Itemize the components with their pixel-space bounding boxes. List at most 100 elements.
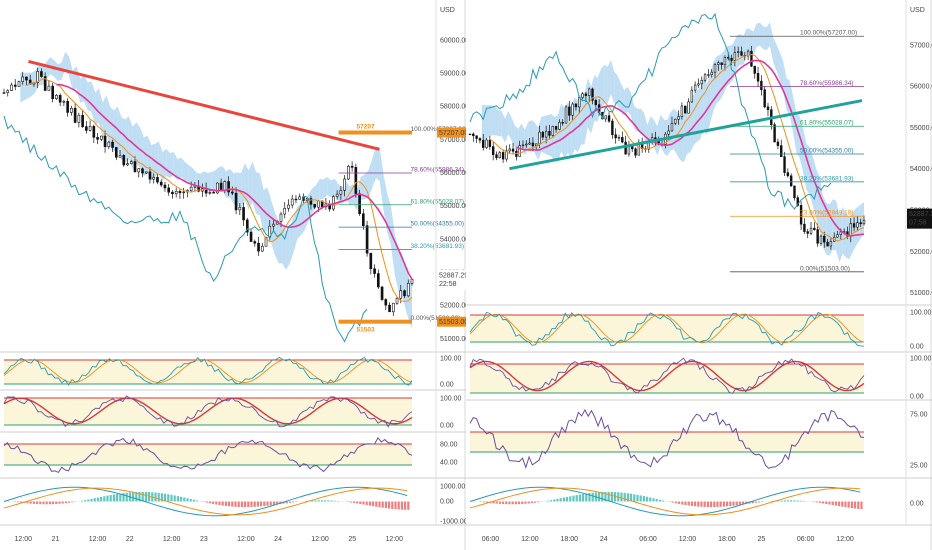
macd-histogram-bar [324,500,327,502]
macd-histogram-bar [575,495,578,502]
macd-histogram-bar [492,501,495,504]
ichimoku-cloud [706,72,711,136]
stochastic-signal-line [469,360,865,392]
macd-histogram-bar [527,501,530,504]
macd-histogram-bar [176,496,179,502]
macd-histogram-bar [388,501,391,509]
candle [410,278,414,284]
candle [472,133,475,137]
macd-histogram-bar [697,501,700,507]
candle [488,139,492,147]
candle [2,92,6,94]
macd-histogram-bar [742,501,745,505]
candle [107,141,111,147]
candle [13,84,17,87]
y-tick-label: 54000.00 [910,166,932,173]
candle [604,115,607,120]
ichimoku-cloud [199,171,204,191]
ichimoku-cloud [601,64,605,110]
macd-histogram-bar [604,491,607,502]
candle [518,145,521,157]
candle [55,94,58,100]
candle [564,106,568,124]
candle [859,222,862,225]
macd-histogram-bar [244,501,247,508]
macd-histogram-bar [189,499,192,502]
x-tick-label: 25 [758,536,766,543]
ichimoku-cloud [207,172,212,192]
macd-histogram-bar [122,493,125,502]
indicator-tick-label: -1000.00 [440,519,466,526]
candle [594,100,598,106]
candle [693,84,697,91]
candle [62,101,66,103]
ichimoku-cloud [83,75,88,111]
ichimoku-cloud [372,146,376,189]
macd-histogram-bar [304,500,307,502]
ichimoku-cloud [773,37,777,71]
ichimoku-cloud [657,114,661,156]
ichimoku-cloud [640,108,645,137]
ichimoku-cloud [46,57,51,80]
candle [156,176,159,183]
y-tick-label: 57000.00 [910,42,932,49]
candle [839,231,843,236]
candle [591,88,594,101]
candle [819,235,823,244]
left-chart[interactable]: 60000.00 59000.00 58000.00 57000.00 56000.00… [0,0,466,550]
macd-histogram-bar [828,501,831,505]
candle [234,192,238,211]
candle [677,116,680,120]
ichimoku-cloud [241,163,245,209]
current-price-badge [437,269,466,290]
candle [690,89,694,103]
ichimoku-cloud [776,44,780,80]
ichimoku-cloud [511,117,515,149]
ichimoku-cloud [789,80,794,133]
candle [773,124,776,143]
x-tick-label: 12:00 [237,536,255,543]
x-tick-label: 12:00 [521,536,539,543]
candle [475,135,478,139]
macd-histogram-bar [26,501,29,504]
ichimoku-cloud [498,109,502,137]
macd-histogram-bar [722,501,725,507]
indicator-band [4,398,412,425]
candle [862,219,866,225]
fib-level-label: 23.60%(52849.18) [800,210,854,217]
stochastic-line [3,395,413,428]
macd-histogram-bar [106,495,109,502]
macd-histogram-bar [372,501,375,507]
ichimoku-cloud [528,120,532,149]
ichimoku-cloud [360,174,365,200]
macd-histogram-bar [228,501,231,507]
candle [36,71,40,84]
indicator-tick-label: 100.00 [440,396,462,403]
indicator-tick-label: 0.00 [910,344,924,351]
macd-histogram-bar [530,501,533,504]
ichimoku-cloud [700,77,704,140]
y-tick-label: 59000.00 [440,71,466,78]
candle [730,57,733,61]
right-chart[interactable]: 57000.0056000.0055000.0054000.0053000.00… [466,0,932,550]
macd-histogram-bar [87,499,90,502]
candle [667,130,670,135]
candle [836,234,839,238]
x-tick-label: 12:00 [385,536,403,543]
macd-line [3,486,408,517]
macd-histogram-bar [288,501,291,503]
candle [760,80,763,91]
ichimoku-cloud [203,171,208,191]
indicator-band [4,444,412,465]
macd-histogram-bar [352,501,355,503]
macd-histogram-bar [404,501,407,510]
macd-histogram-bar [109,495,112,502]
candle [796,197,799,206]
macd-histogram-bar [160,493,163,502]
ichimoku-cloud [229,168,234,205]
macd-histogram-bar [253,501,256,507]
candle [478,138,482,141]
countdown-label: 22:58 [439,281,457,288]
ichimoku-cloud [567,102,572,158]
candle [505,150,508,160]
